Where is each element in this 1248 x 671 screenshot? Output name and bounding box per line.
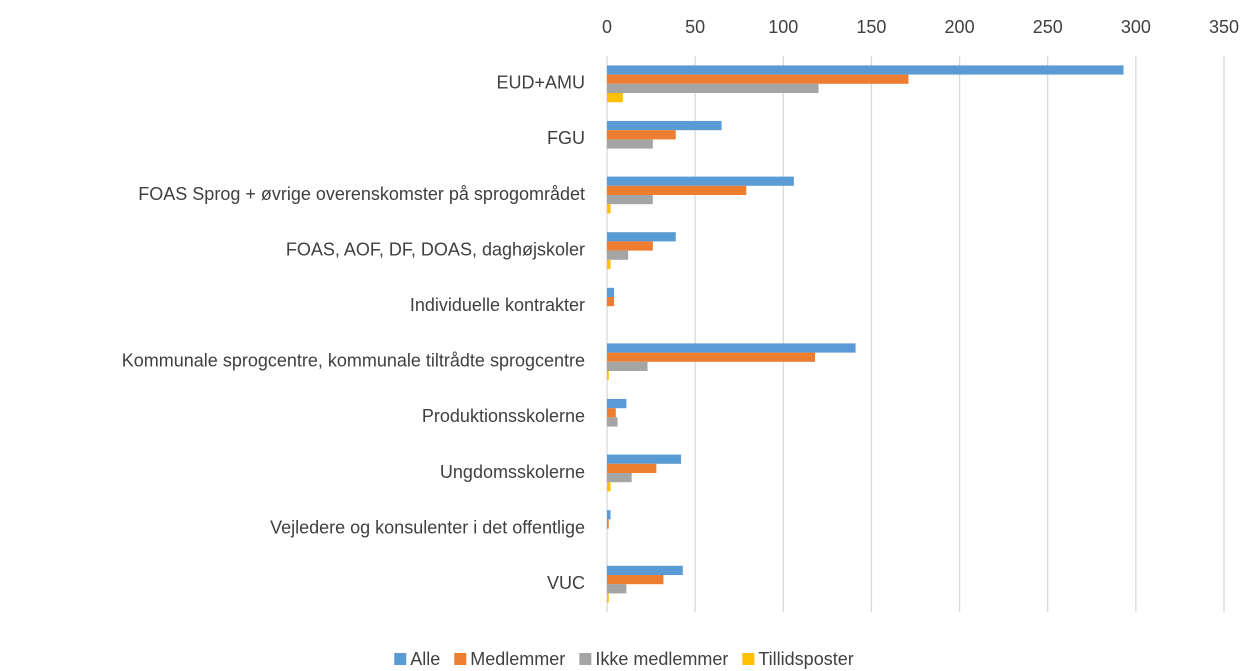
x-tick-label: 200: [945, 17, 975, 37]
bar: [607, 408, 616, 418]
bar: [607, 195, 653, 205]
legend-swatch: [454, 653, 467, 665]
bar: [607, 510, 611, 520]
legend-swatch: [394, 653, 407, 665]
legend-label: Alle: [410, 649, 440, 669]
bar: [607, 361, 648, 371]
bar: [607, 417, 618, 427]
bar: [607, 93, 623, 103]
bar: [607, 259, 611, 269]
bar: [607, 176, 794, 186]
y-tick-label: FOAS Sprog + øvrige overenskomster på sp…: [138, 184, 585, 204]
x-tick-label: 250: [1033, 17, 1063, 37]
bar: [607, 519, 609, 529]
legend-label: Ikke medlemmer: [595, 649, 728, 669]
bar: [607, 593, 609, 603]
bar: [607, 473, 632, 483]
bar: [607, 399, 627, 409]
bar: [607, 130, 676, 140]
y-tick-label: Ungdomsskolerne: [440, 462, 585, 482]
x-tick-label: 0: [602, 17, 612, 37]
bar: [607, 241, 653, 251]
y-tick-label: Vejledere og konsulenter i det offentlig…: [270, 517, 585, 537]
bar: [607, 575, 664, 585]
x-tick-label: 150: [856, 17, 886, 37]
y-tick-label: Produktionsskolerne: [422, 406, 585, 426]
y-tick-label: Individuelle kontrakter: [410, 295, 585, 315]
y-tick-label: VUC: [547, 573, 585, 593]
y-tick-label: FOAS, AOF, DF, DOAS, daghøjskoler: [286, 239, 585, 259]
bar: [607, 454, 682, 464]
bar: [607, 287, 615, 297]
bar: [607, 232, 676, 242]
bar: [607, 482, 611, 492]
bar: [607, 83, 819, 93]
bar: [607, 121, 722, 131]
bar: [607, 139, 653, 149]
y-tick-label: FGU: [547, 128, 585, 148]
bar: [607, 371, 609, 381]
legend-label: Medlemmer: [470, 649, 565, 669]
x-tick-label: 100: [768, 17, 798, 37]
bar: [607, 74, 909, 84]
bar: [607, 204, 611, 214]
y-tick-label: EUD+AMU: [496, 73, 585, 93]
bar: [607, 185, 747, 195]
x-tick-label: 300: [1121, 17, 1151, 37]
bar: [607, 352, 816, 362]
legend-swatch: [742, 653, 755, 665]
bar: [607, 297, 615, 307]
bar: [607, 463, 657, 473]
bar: [607, 343, 856, 353]
x-tick-label: 50: [685, 17, 705, 37]
legend-swatch: [579, 653, 592, 665]
y-tick-label: Kommunale sprogcentre, kommunale tiltråd…: [122, 351, 585, 371]
bar: [607, 250, 629, 260]
x-tick-label: 350: [1209, 17, 1239, 37]
bar: [607, 65, 1124, 75]
bar: [607, 565, 683, 575]
bar: [607, 584, 627, 594]
legend-label: Tillidsposter: [758, 649, 853, 669]
